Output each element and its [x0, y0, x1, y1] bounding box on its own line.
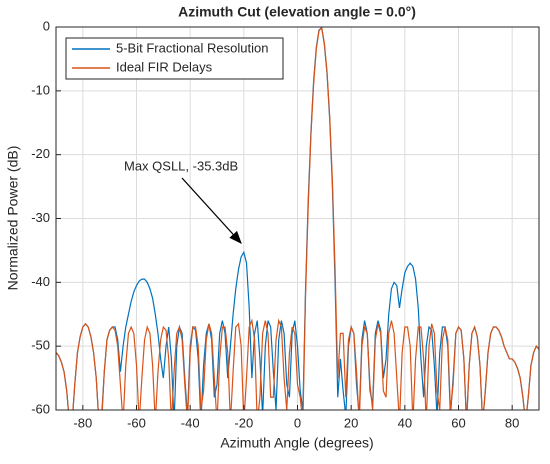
x-tick-label: -40 — [181, 415, 200, 430]
y-axis-label: Normalized Power (dB) — [5, 146, 21, 291]
legend-label: Ideal FIR Delays — [116, 59, 213, 74]
x-tick-label: 20 — [344, 415, 358, 430]
y-tick-label: -30 — [31, 210, 50, 225]
legend: 5-Bit Fractional Resolution Ideal FIR Del… — [65, 37, 284, 80]
x-tick-label: 80 — [505, 415, 519, 430]
x-tick-label: -60 — [127, 415, 146, 430]
x-tick-label: -80 — [73, 415, 92, 430]
chart-title: Azimuth Cut (elevation angle = 0.0°) — [178, 4, 416, 20]
annotation-arrow — [181, 177, 242, 244]
annotation: Max QSLL, -35.3dB — [124, 158, 238, 173]
y-tick-label: -40 — [31, 274, 50, 289]
y-tick-label: 0 — [43, 18, 50, 33]
x-axis-label: Azimuth Angle (degrees) — [220, 435, 373, 451]
x-tick-label: 0 — [294, 415, 301, 430]
x-tick-label: 60 — [451, 415, 465, 430]
series-line — [56, 27, 539, 410]
y-tick-label: -60 — [31, 401, 50, 416]
x-tick-label: -20 — [234, 415, 253, 430]
y-tick-label: -10 — [31, 82, 50, 97]
x-tick-label: 40 — [398, 415, 412, 430]
legend-box — [65, 37, 284, 80]
legend-label: 5-Bit Fractional Resolution — [116, 40, 268, 55]
y-tick-label: -20 — [31, 146, 50, 161]
lines — [56, 27, 539, 410]
y-tick-label: -50 — [31, 338, 50, 353]
